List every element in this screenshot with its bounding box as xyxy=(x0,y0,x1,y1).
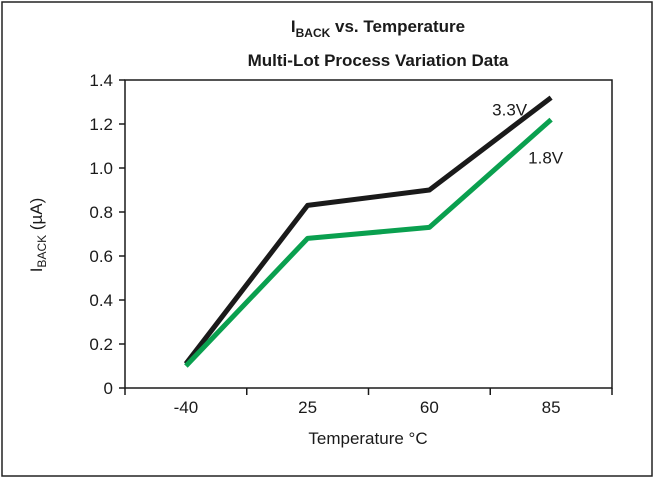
x-axis-label: Temperature °C xyxy=(308,429,427,448)
x-tick-label: 60 xyxy=(420,398,439,417)
y-axis-label: IBACK (µA) xyxy=(27,198,49,273)
y-tick-label: 0 xyxy=(104,379,113,398)
y-tick-label: 0.4 xyxy=(89,291,113,310)
y-tick-label: 1.2 xyxy=(89,115,113,134)
y-tick-label: 0.2 xyxy=(89,335,113,354)
y-axis-ticks: 0 0.2 0.4 0.6 0.8 1.0 1.2 1.4 xyxy=(89,71,125,398)
series-line-3-3v xyxy=(183,95,553,366)
x-tick-label: 25 xyxy=(298,398,317,417)
y-tick-label: 0.6 xyxy=(89,247,113,266)
chart-title-subscript: BACK xyxy=(296,26,331,40)
series-line-1-8v xyxy=(184,117,553,368)
y-tick-label: 0.8 xyxy=(89,203,113,222)
x-tick-label: -40 xyxy=(174,398,199,417)
y-axis-label-subscript: BACK xyxy=(35,235,49,268)
y-axis-label-symbol: I xyxy=(27,268,46,273)
x-axis-ticks: -40 25 60 85 xyxy=(124,388,613,417)
chart-title-rest: vs. Temperature xyxy=(330,17,465,36)
series-lines: 3.3V 1.8V xyxy=(183,95,564,368)
y-tick-label: 1.4 xyxy=(89,71,113,90)
x-tick-label: 85 xyxy=(542,398,561,417)
series-label: 1.8V xyxy=(528,149,564,168)
y-tick-label: 1.0 xyxy=(89,159,113,178)
chart-title-symbol: I xyxy=(291,17,296,36)
y-axis-label-unit: (µA) xyxy=(27,198,46,235)
series-label: 3.3V xyxy=(492,101,528,120)
chart-title-line1: IBACK vs. Temperature xyxy=(291,17,465,40)
chart-title-line2: Multi-Lot Process Variation Data xyxy=(248,51,509,70)
